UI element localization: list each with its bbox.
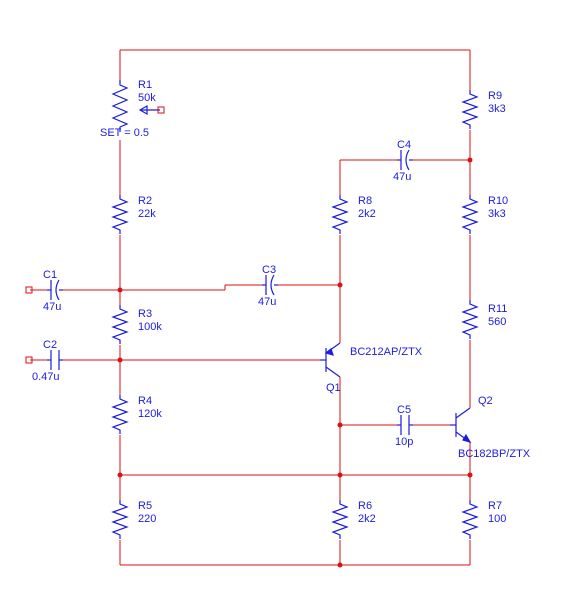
label-Q1-model: BC212AP/ZTX	[350, 346, 423, 358]
label-C4-val: 47u	[393, 171, 411, 183]
resistor-R8	[333, 195, 347, 234]
label-R10-ref: R10	[488, 195, 508, 207]
capacitor-C4	[397, 150, 413, 170]
label-R11-ref: R11	[488, 303, 507, 315]
resistor-R9	[463, 90, 477, 129]
circuit-schematic: R1 50k SET = 0.5 R2 22k R3 100k R4 120k …	[0, 0, 568, 597]
resistor-R6	[333, 500, 347, 539]
resistor-R11	[463, 300, 477, 339]
label-C2-ref: C2	[43, 339, 57, 351]
label-Q1-ref: Q1	[326, 382, 341, 394]
label-R2-ref: R2	[138, 195, 152, 207]
label-R4-val: 120k	[138, 408, 162, 420]
label-R9-val: 3k3	[488, 103, 506, 115]
junction-dots	[118, 158, 473, 568]
label-R6-val: 2k2	[358, 513, 376, 525]
label-R1-val: 50k	[138, 92, 156, 104]
label-R3-ref: R3	[138, 308, 152, 320]
label-R1-ref: R1	[138, 79, 152, 91]
label-R6-ref: R6	[358, 500, 372, 512]
resistor-R5	[113, 500, 127, 539]
capacitor-C1	[47, 280, 63, 300]
resistor-R7	[463, 500, 477, 539]
terminals	[26, 287, 32, 363]
label-R7-ref: R7	[488, 500, 502, 512]
label-R7-val: 100	[488, 513, 506, 525]
component-symbols	[47, 80, 477, 539]
labels: R1 50k SET = 0.5 R2 22k R3 100k R4 120k …	[32, 79, 531, 525]
label-C5-ref: C5	[397, 404, 411, 416]
label-Q2-ref: Q2	[478, 395, 493, 407]
label-R11-val: 560	[488, 316, 506, 328]
label-R8-val: 2k2	[358, 208, 376, 220]
transistor-Q2	[450, 408, 470, 442]
label-C3-ref: C3	[262, 264, 276, 276]
transistor-Q1	[320, 343, 340, 377]
label-C1-ref: C1	[43, 269, 57, 281]
label-R8-ref: R8	[358, 195, 372, 207]
label-C5-val: 10p	[395, 436, 413, 448]
label-R2-val: 22k	[138, 208, 156, 220]
capacitor-C2	[47, 350, 63, 370]
resistor-R10	[463, 195, 477, 234]
resistor-R3	[113, 305, 127, 344]
wires	[30, 50, 470, 565]
label-C1-val: 47u	[43, 301, 61, 313]
label-R5-ref: R5	[138, 500, 152, 512]
resistor-R4	[113, 395, 127, 434]
label-R4-ref: R4	[138, 395, 152, 407]
label-C3-val: 47u	[258, 296, 276, 308]
capacitor-C5	[397, 415, 413, 435]
resistor-R2	[113, 195, 127, 234]
label-R9-ref: R9	[488, 90, 502, 102]
label-R3-val: 100k	[138, 321, 162, 333]
label-R5-val: 220	[138, 513, 156, 525]
label-C2-val: 0.47u	[32, 371, 60, 383]
capacitor-C3	[262, 275, 278, 295]
label-Q2-model: BC182BP/ZTX	[458, 448, 531, 460]
label-R1-set: SET = 0.5	[100, 127, 149, 139]
label-R10-val: 3k3	[488, 208, 506, 220]
label-C4-ref: C4	[397, 139, 411, 151]
